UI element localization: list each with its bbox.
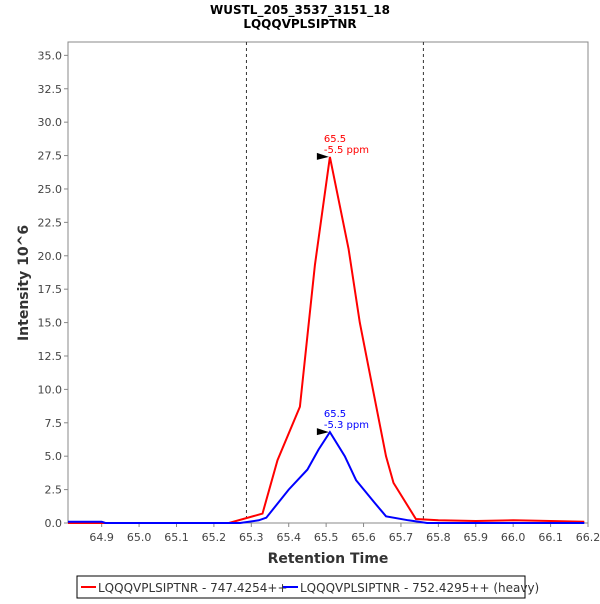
x-tick-label: 65.5 [314,531,339,544]
peak-rt-label: 65.5 [324,409,346,420]
peak-arrow-icon [316,428,329,436]
x-tick-label: 65.3 [239,531,264,544]
series-line-heavy [68,430,585,524]
peak-arrow-icon [316,152,329,160]
y-tick-label: 27.5 [38,150,63,163]
y-tick-label: 25.0 [38,183,63,196]
x-tick-label: 65.7 [389,531,414,544]
x-tick-label: 65.4 [276,531,301,544]
x-tick-label: 66.2 [576,531,600,544]
x-tick-label: 65.0 [127,531,152,544]
legend-label-heavy: LQQQVPLSIPTNR - 752.4295++ (heavy) [300,581,539,595]
y-tick-label: 17.5 [38,283,63,296]
chart-title: WUSTL_205_3537_3151_18 [210,3,390,18]
y-tick-label: 0.0 [45,517,63,530]
y-tick-label: 15.0 [38,317,63,330]
chart-subtitle: LQQQVPLSIPTNR [243,17,356,31]
peak-ppm-label: -5.3 ppm [324,420,369,431]
x-tick-label: 64.9 [89,531,114,544]
x-tick-label: 66.1 [538,531,563,544]
y-axis-label: Intensity 10^6 [16,225,32,341]
x-tick-label: 65.9 [464,531,489,544]
peak-ppm-label: -5.5 ppm [324,145,369,156]
x-tick-label: 65.1 [164,531,189,544]
y-tick-label: 32.5 [38,83,63,96]
x-tick-label: 66.0 [501,531,526,544]
y-tick-label: 5.0 [45,450,63,463]
y-tick-label: 22.5 [38,216,63,229]
series-line-light [68,156,585,524]
x-tick-label: 65.6 [351,531,376,544]
y-tick-label: 30.0 [38,116,63,129]
y-tick-label: 7.5 [45,417,63,430]
y-tick-label: 10.0 [38,383,63,396]
y-tick-label: 2.5 [45,484,63,497]
y-tick-label: 35.0 [38,49,63,62]
y-tick-label: 20.0 [38,250,63,263]
y-tick-label: 12.5 [38,350,63,363]
legend-label-light: LQQQVPLSIPTNR - 747.4254++ [98,581,288,595]
x-axis-label: Retention Time [268,551,389,567]
x-tick-label: 65.8 [426,531,451,544]
plot-area [67,41,589,524]
legend: LQQQVPLSIPTNR - 747.4254++ LQQQVPLSIPTNR… [76,575,539,599]
x-tick-label: 65.2 [202,531,227,544]
peak-rt-label: 65.5 [324,134,346,145]
